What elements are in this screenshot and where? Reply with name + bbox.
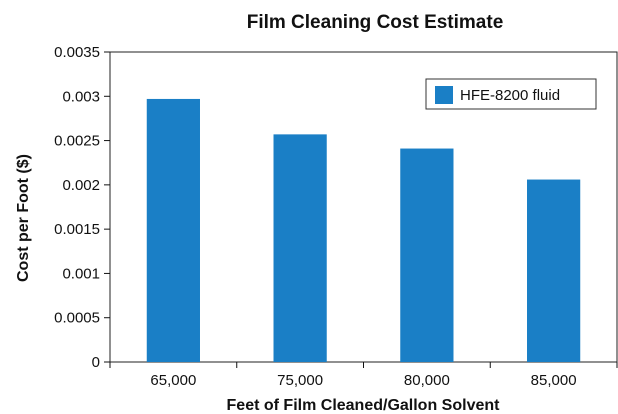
legend-box — [425, 78, 597, 110]
x-tick-label: 65,000 — [150, 372, 196, 389]
y-tick-label: 0.001 — [62, 265, 100, 282]
x-tick-label: 85,000 — [531, 372, 577, 389]
y-tick-label: 0.0005 — [54, 310, 100, 327]
x-tick-label: 80,000 — [404, 372, 450, 389]
y-axis: 0 0.0005 0.001 0.0015 0.002 0.0025 0.003 0.0035 — [54, 44, 110, 371]
bar-75000 — [273, 134, 327, 362]
y-axis-label: Cost per Foot ($) — [15, 154, 32, 282]
x-axis: 65,000 75,000 80,000 85,000 — [109, 362, 618, 389]
y-tick-label: 0 — [92, 354, 100, 371]
bar-series — [146, 98, 581, 362]
legend: HFE-8200 fluid — [425, 78, 597, 110]
bar-80000 — [400, 148, 454, 362]
chart-title: Film Cleaning Cost Estimate — [247, 12, 504, 33]
x-axis-label: Feet of Film Cleaned/Gallon Solvent — [227, 397, 501, 414]
y-tick-label: 0.002 — [62, 177, 100, 194]
y-tick-label: 0.0015 — [54, 221, 100, 238]
y-tick-label: 0.0035 — [54, 44, 100, 61]
x-tick-label: 75,000 — [277, 372, 323, 389]
bar-65000 — [146, 98, 200, 362]
bar-85000 — [527, 179, 581, 362]
y-tick-label: 0.003 — [62, 88, 100, 105]
y-tick-label: 0.0025 — [54, 133, 100, 150]
legend-label: HFE-8200 fluid — [460, 87, 560, 104]
legend-swatch — [435, 86, 453, 104]
